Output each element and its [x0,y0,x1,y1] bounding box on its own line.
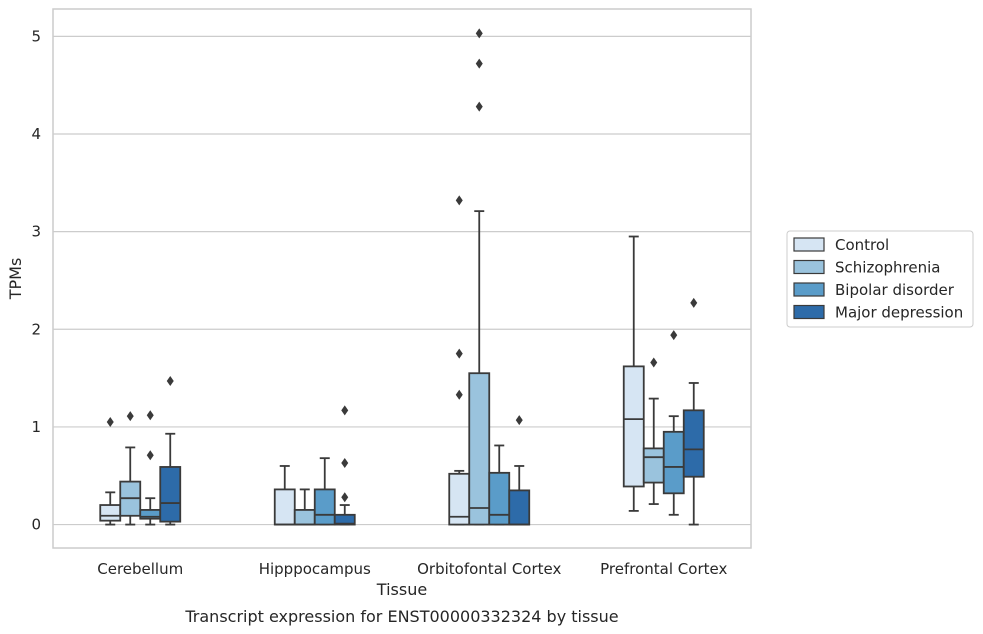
outlier-point [475,58,483,69]
y-tick-label: 5 [31,27,41,45]
box-iqr [508,489,531,526]
box-iqr [468,372,491,526]
outlier-point [341,492,349,503]
box-control [99,417,122,526]
x-tick-label: Orbitofontal Cortex [417,560,561,578]
outlier-point [146,450,154,461]
box-iqr [682,409,705,478]
box-iqr [333,513,356,526]
box-iqr [642,447,665,484]
box-control [273,465,296,526]
outlier-point [515,415,523,426]
legend-item: Bipolar disorder [793,281,955,299]
outlier-point [475,101,483,112]
x-tick-label: Cerebellum [97,560,183,578]
box-schizophrenia [119,411,142,526]
box-control [448,195,471,526]
outlier-point [166,376,174,387]
legend-label: Control [835,236,889,254]
y-tick-label: 4 [31,125,41,143]
legend-swatch [793,237,825,252]
box-control [622,235,645,512]
outlier-point [341,458,349,469]
legend-item: Control [793,236,889,254]
box-iqr [662,430,685,495]
box-iqr [293,509,316,526]
outlier-point [670,330,678,341]
legend-item: Schizophrenia [793,259,940,277]
box-bipolar-disorder [139,410,162,526]
legend-swatch [793,259,825,275]
x-axis-label: Tissue [376,580,427,599]
box-bipolar-disorder [662,330,685,516]
y-tick-label: 0 [31,516,41,534]
outlier-point [341,405,349,416]
box-groups [99,28,705,526]
box-major-depression [159,376,182,526]
x-tick-label: Hipppocampus [259,560,371,578]
box-iqr [622,365,645,488]
x-tick-label: Prefrontal Cortex [600,560,727,578]
box-schizophrenia [468,28,491,526]
box-bipolar-disorder [488,444,511,526]
outlier-point [455,348,463,359]
box-iqr [488,471,511,526]
outlier-point [106,417,114,428]
outlier-point [126,411,134,422]
plot-area-frame [52,8,752,549]
legend-swatch [793,282,825,297]
legend: Control Schizophrenia Bipolar disorder Majo… [786,230,974,328]
box-major-depression [508,415,531,526]
box-iqr [99,504,122,522]
y-axis-label: TPMs [6,258,25,301]
grid-lines [53,35,751,526]
outlier-point [146,410,154,421]
box-major-depression [333,405,356,526]
legend-label: Schizophrenia [835,259,940,277]
x-tick-labels: Cerebellum Hipppocampus Orbitofontal Corte… [97,560,727,578]
box-major-depression [682,297,705,526]
legend-frame [786,230,974,328]
outlier-point [650,357,658,368]
box-schizophrenia [293,488,316,526]
box-iqr [273,488,296,526]
y-tick-label: 2 [31,320,41,338]
box-iqr [159,466,182,523]
y-tick-label: 3 [31,223,41,241]
legend-label: Bipolar disorder [835,281,955,299]
legend-label: Major depression [835,304,963,322]
y-tick-labels: 0 1 2 3 4 5 [31,27,41,533]
outlier-point [455,195,463,206]
legend-item: Major depression [793,304,963,322]
box-schizophrenia [642,357,665,505]
chart-caption: Transcript expression for ENST0000033232… [184,607,618,626]
outlier-point [455,389,463,400]
outlier-point [690,297,698,308]
box-bipolar-disorder [313,457,336,526]
legend-swatch [793,304,825,320]
y-tick-label: 1 [31,418,41,436]
outlier-point [475,28,483,39]
box-iqr [313,488,336,526]
